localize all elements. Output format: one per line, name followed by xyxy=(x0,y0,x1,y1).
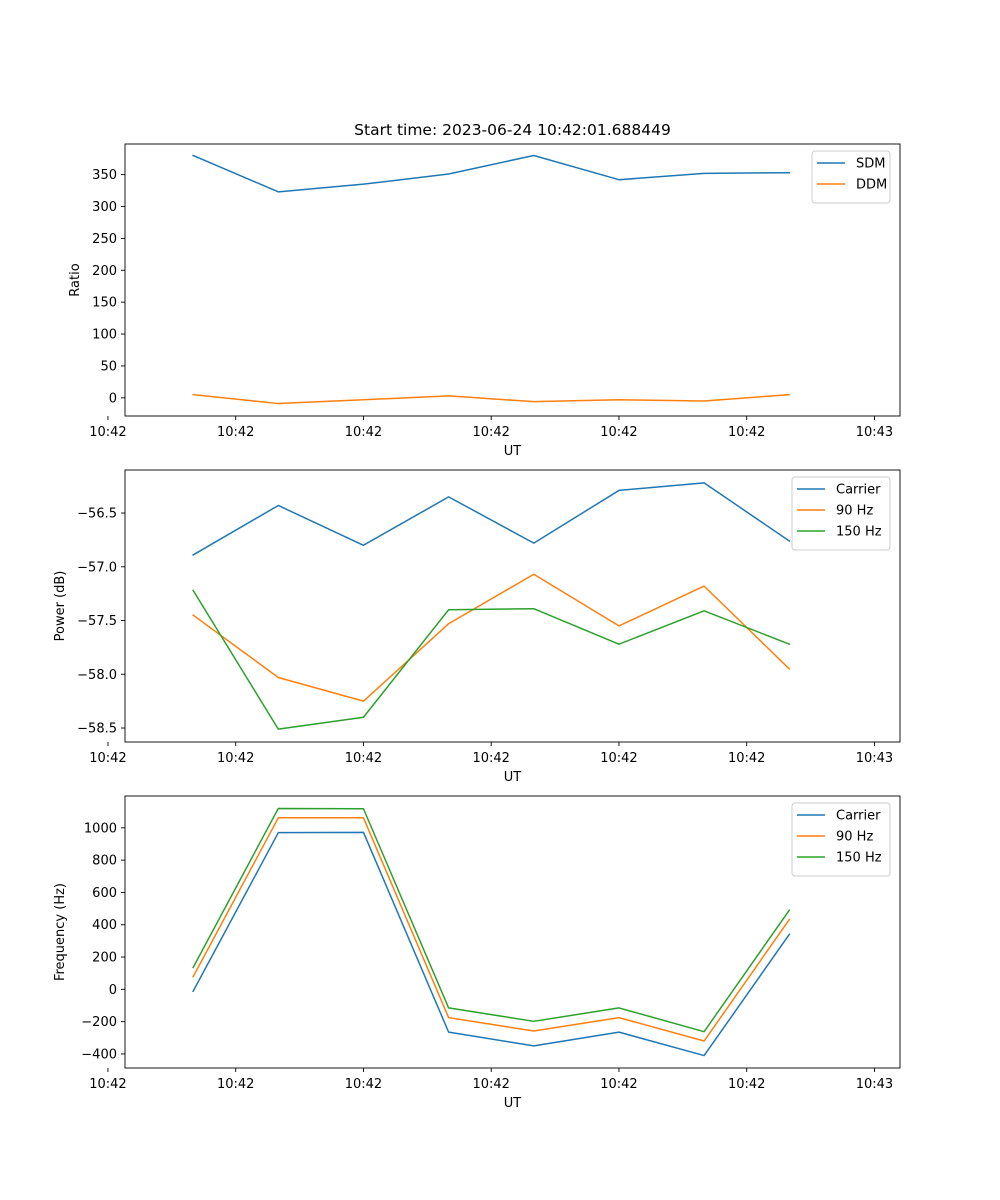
ratio-y-tick-label: 150 xyxy=(92,296,117,311)
frequency-y-tick-label: 800 xyxy=(92,854,117,869)
ratio-legend-box xyxy=(811,150,891,204)
ratio-x-tick-label: 10:42 xyxy=(600,425,637,440)
power-x-axis-label: UT xyxy=(504,770,522,785)
ratio-chart: 10:42 10:42 10:42 10:42 10:42 10:42 10:43 0 50 10… xyxy=(68,143,901,459)
ratio-x-tick-label: 10:42 xyxy=(472,425,509,440)
ratio-y-tick-label: 300 xyxy=(92,200,117,215)
ratio-x-tick-label: 10:43 xyxy=(856,425,893,440)
frequency-series-line-carrier xyxy=(192,831,791,1057)
frequency-x-tick-label: 10:42 xyxy=(728,1077,765,1092)
frequency-chart: 10:42 10:42 10:42 10:42 10:42 10:42 10:43 −400 −… xyxy=(53,795,901,1111)
power-x-tick-label: 10:42 xyxy=(472,751,509,766)
frequency-y-tick-label: 1000 xyxy=(84,821,117,836)
power-chart: 10:42 10:42 10:42 10:42 10:42 10:42 10:43 −58.5… xyxy=(53,469,901,785)
power-x-tick-label: 10:43 xyxy=(856,751,893,766)
ratio-x-axis-label: UT xyxy=(504,444,522,459)
ratio-legend-label-sdm: SDM xyxy=(856,157,885,172)
frequency-series-line-90-hz xyxy=(192,817,791,1042)
ratio-series-line-sdm xyxy=(192,154,791,193)
frequency-axes-frame xyxy=(124,795,901,1069)
frequency-legend: Carrier 90 Hz 150 Hz xyxy=(791,802,891,877)
frequency-legend-label-carrier: Carrier xyxy=(836,809,881,824)
ratio-y-tick-label: 0 xyxy=(109,391,117,406)
frequency-x-tick-label: 10:42 xyxy=(89,1077,126,1092)
ratio-legend-label-ddm: DDM xyxy=(856,178,887,193)
frequency-legend-label-150-hz: 150 Hz xyxy=(836,851,882,866)
power-y-tick-label: −58.0 xyxy=(77,668,117,683)
ratio-series-line-ddm xyxy=(192,393,791,405)
ratio-y-axis-label: Ratio xyxy=(68,263,83,296)
frequency-y-tick-label: 0 xyxy=(109,983,117,998)
frequency-series-line-150-hz xyxy=(192,807,791,1033)
power-axes-frame xyxy=(124,469,901,743)
ratio-x-tick-label: 10:42 xyxy=(89,425,126,440)
frequency-y-axis-label: Frequency (Hz) xyxy=(53,883,68,981)
power-x-tick-label: 10:42 xyxy=(345,751,382,766)
ratio-legend: SDM DDM xyxy=(811,150,891,204)
figure-title: Start time: 2023-06-24 10:42:01.688449 xyxy=(354,121,671,139)
ratio-x-tick-label: 10:42 xyxy=(217,425,254,440)
power-y-tick-label: −57.5 xyxy=(77,614,117,629)
power-x-tick-label: 10:42 xyxy=(89,751,126,766)
power-legend-label-150-hz: 150 Hz xyxy=(836,525,882,540)
frequency-y-tick-label: 200 xyxy=(92,951,117,966)
frequency-y-tick-label: 400 xyxy=(92,918,117,933)
power-x-tick-label: 10:42 xyxy=(600,751,637,766)
frequency-x-tick-label: 10:42 xyxy=(472,1077,509,1092)
ratio-y-tick-label: 50 xyxy=(100,359,117,374)
frequency-legend-label-90-hz: 90 Hz xyxy=(836,830,873,845)
ratio-x-tick-label: 10:42 xyxy=(728,425,765,440)
power-x-tick-label: 10:42 xyxy=(728,751,765,766)
frequency-y-tick-label: 600 xyxy=(92,886,117,901)
frequency-x-tick-label: 10:42 xyxy=(345,1077,382,1092)
ratio-y-tick-label: 200 xyxy=(92,264,117,279)
ratio-axes-frame xyxy=(124,143,901,417)
frequency-x-axis-label: UT xyxy=(504,1096,522,1111)
frequency-x-tick-label: 10:43 xyxy=(856,1077,893,1092)
frequency-y-tick-label: −200 xyxy=(81,1015,117,1030)
power-series-line-carrier xyxy=(192,482,791,556)
power-series-line-90-hz xyxy=(192,573,791,702)
power-legend: Carrier 90 Hz 150 Hz xyxy=(791,476,891,551)
power-y-tick-label: −57.0 xyxy=(77,560,117,575)
power-x-tick-label: 10:42 xyxy=(217,751,254,766)
power-series-line-150-hz xyxy=(192,589,791,730)
power-y-tick-label: −58.5 xyxy=(77,722,117,737)
power-legend-label-carrier: Carrier xyxy=(836,483,881,498)
ratio-x-tick-label: 10:42 xyxy=(345,425,382,440)
frequency-y-tick-label: −400 xyxy=(81,1047,117,1062)
frequency-x-tick-label: 10:42 xyxy=(600,1077,637,1092)
ratio-y-tick-label: 350 xyxy=(92,168,117,183)
power-legend-label-90-hz: 90 Hz xyxy=(836,504,873,519)
ratio-y-tick-label: 250 xyxy=(92,232,117,247)
ratio-y-tick-label: 100 xyxy=(92,328,117,343)
frequency-x-tick-label: 10:42 xyxy=(217,1077,254,1092)
power-y-tick-label: −56.5 xyxy=(77,507,117,522)
power-y-axis-label: Power (dB) xyxy=(53,571,68,642)
